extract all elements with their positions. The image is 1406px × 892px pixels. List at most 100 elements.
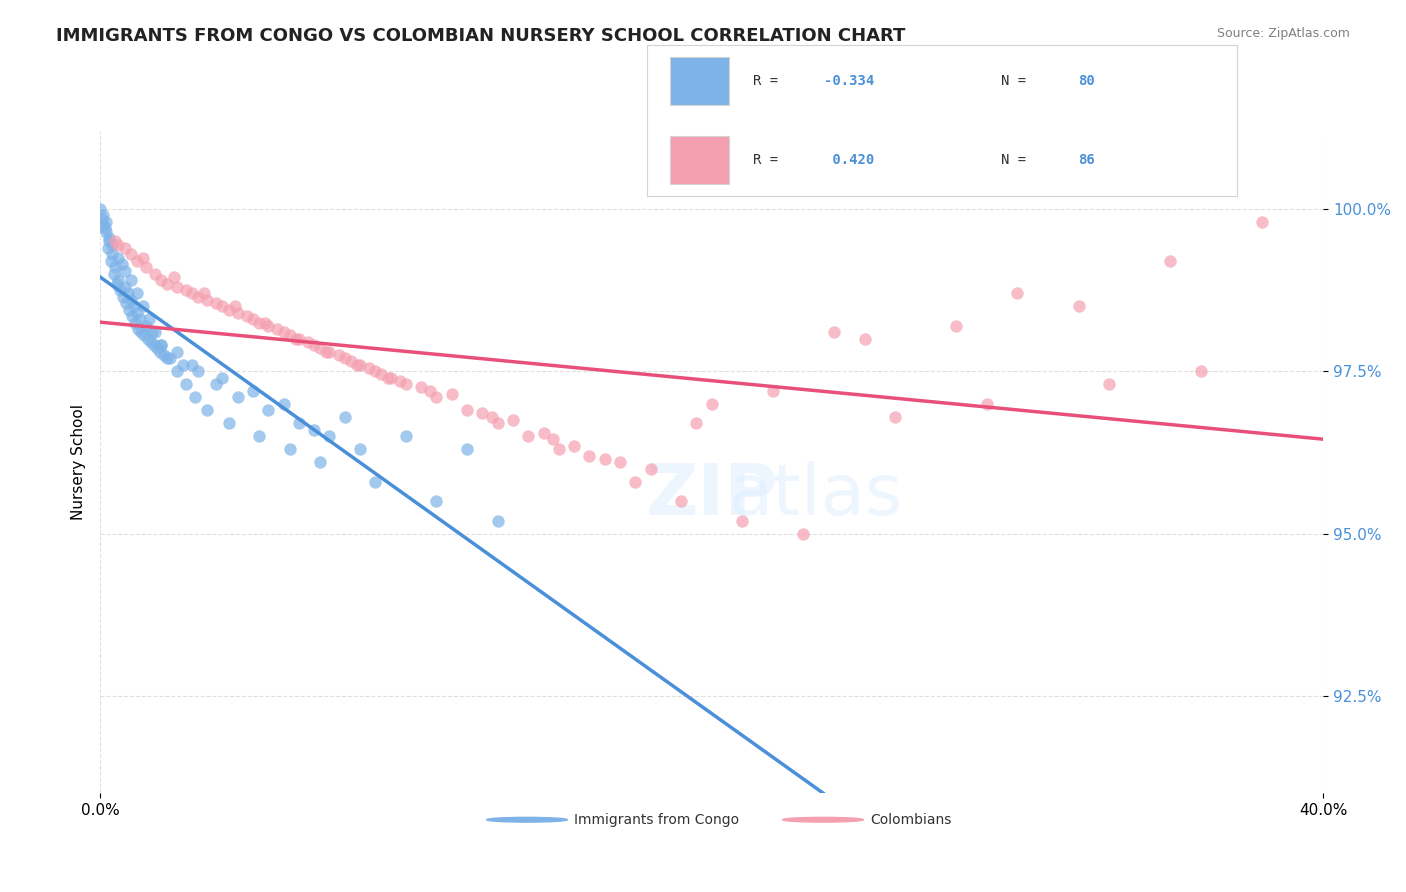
Point [122, 299, 145, 313]
Point [309, 342, 332, 356]
Point [731, 514, 754, 528]
Point [218, 302, 240, 317]
Point [517, 429, 540, 443]
Point [98, 235, 121, 249]
Point [853, 332, 876, 346]
Point [502, 413, 524, 427]
Point [211, 299, 233, 313]
Point [107, 273, 129, 287]
Point [132, 299, 155, 313]
Point [150, 338, 173, 352]
Point [174, 283, 197, 297]
Point [105, 277, 128, 291]
Point [120, 247, 142, 261]
Point [533, 425, 555, 440]
Point [159, 351, 181, 366]
Point [257, 318, 280, 333]
Point [145, 342, 167, 356]
Point [166, 344, 188, 359]
Point [103, 267, 125, 281]
Point [425, 494, 447, 508]
Point [456, 442, 478, 456]
Point [128, 312, 150, 326]
Point [120, 273, 142, 287]
Point [562, 439, 585, 453]
Point [884, 409, 907, 424]
Point [377, 370, 399, 384]
Point [669, 494, 692, 508]
Point [132, 251, 155, 265]
Point [481, 409, 503, 424]
Point [257, 403, 280, 417]
Point [411, 380, 433, 394]
Point [1098, 377, 1121, 392]
Point [162, 270, 184, 285]
Point [195, 293, 218, 307]
Point [425, 390, 447, 404]
Point [278, 442, 301, 456]
Text: Source: ZipAtlas.com: Source: ZipAtlas.com [1216, 27, 1350, 40]
Point [107, 237, 129, 252]
Point [115, 296, 138, 310]
Point [156, 277, 179, 291]
Point [349, 358, 371, 372]
Point [1251, 215, 1274, 229]
Point [419, 384, 441, 398]
Point [142, 338, 165, 352]
Point [112, 289, 135, 303]
Point [302, 423, 325, 437]
Point [121, 309, 143, 323]
Point [96, 215, 118, 229]
Point [486, 514, 509, 528]
Point [945, 318, 967, 333]
Point [346, 358, 368, 372]
Point [318, 344, 340, 359]
Point [114, 280, 136, 294]
Point [125, 286, 148, 301]
Point [456, 403, 478, 417]
Point [328, 348, 350, 362]
Point [93, 221, 115, 235]
Point [91, 218, 114, 232]
Point [89, 202, 111, 216]
Point [284, 332, 307, 346]
Point [91, 208, 114, 222]
Point [380, 370, 402, 384]
Point [193, 286, 215, 301]
Point [340, 354, 363, 368]
Text: IMMIGRANTS FROM CONGO VS COLOMBIAN NURSERY SCHOOL CORRELATION CHART: IMMIGRANTS FROM CONGO VS COLOMBIAN NURSE… [56, 27, 905, 45]
Point [224, 299, 246, 313]
Point [149, 344, 172, 359]
Text: ZIP: ZIP [645, 460, 778, 530]
Point [288, 332, 311, 346]
Point [166, 364, 188, 378]
Point [124, 316, 146, 330]
Point [762, 384, 785, 398]
Point [609, 455, 631, 469]
Point [141, 325, 163, 339]
Point [1007, 286, 1029, 301]
Point [395, 429, 418, 443]
Point [125, 253, 148, 268]
Point [96, 225, 118, 239]
Point [395, 377, 418, 392]
Point [700, 397, 723, 411]
Point [273, 325, 295, 339]
Point [100, 253, 122, 268]
Point [120, 293, 142, 307]
Point [125, 306, 148, 320]
Point [273, 397, 295, 411]
Point [114, 241, 136, 255]
Point [792, 526, 814, 541]
Point [333, 409, 356, 424]
Point [315, 344, 337, 359]
Point [187, 289, 209, 303]
Point [359, 361, 381, 376]
Point [226, 390, 249, 404]
Point [486, 416, 509, 430]
Point [90, 211, 112, 226]
Point [364, 364, 387, 378]
Point [471, 406, 494, 420]
Point [266, 322, 288, 336]
Point [288, 416, 311, 430]
